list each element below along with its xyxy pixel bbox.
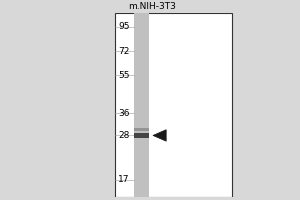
Bar [134,128,148,131]
Text: 55: 55 [118,71,129,80]
Text: m.NIH-3T3: m.NIH-3T3 [128,2,176,11]
Text: 28: 28 [118,131,129,140]
Text: 36: 36 [118,109,129,118]
Text: 72: 72 [118,47,129,56]
Text: 95: 95 [118,22,129,31]
Text: 17: 17 [118,175,129,184]
Polygon shape [153,130,166,141]
Bar [134,133,148,138]
Bar [134,13,148,197]
Bar [115,13,232,197]
